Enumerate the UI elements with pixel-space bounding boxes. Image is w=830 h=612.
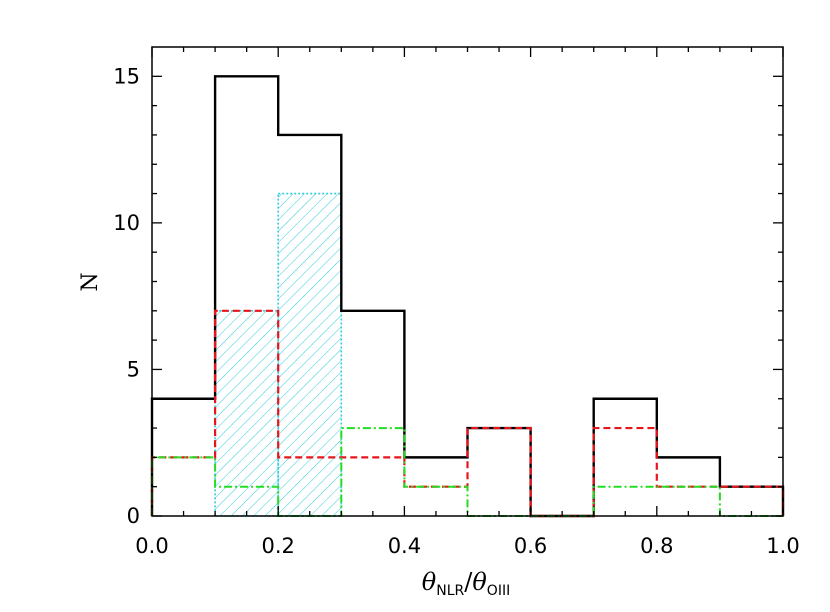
x-tick-label: 0.4 <box>388 534 421 558</box>
x-axis-label: θNLR/θOIII <box>422 568 510 599</box>
tick-layer <box>151 47 784 517</box>
y-tick-label: 5 <box>127 357 140 381</box>
series-layer <box>150 75 785 518</box>
histogram-series-dashed <box>150 309 785 518</box>
y-tick-label: 0 <box>127 504 140 528</box>
y-tick-label: 15 <box>113 64 140 88</box>
y-axis-label: N <box>78 272 103 291</box>
hatched-bin-1 <box>214 310 280 517</box>
hatched-bin-2 <box>277 192 343 517</box>
x-tick-label: 0.2 <box>261 534 294 558</box>
x-axis-label-symbol-2: θ <box>472 568 487 596</box>
x-axis-label-sub-1: NLR <box>436 583 464 599</box>
x-tick-label: 0.8 <box>640 534 673 558</box>
x-axis-label-sub-2: OIII <box>487 583 510 599</box>
x-tick-label: 0.6 <box>514 534 547 558</box>
x-axis-label-symbol-1: θ <box>422 568 437 596</box>
x-tick-label: 0.0 <box>135 534 168 558</box>
y-tick-label: 10 <box>113 211 140 235</box>
x-tick-label: 1.0 <box>766 534 799 558</box>
tick-label-layer: 0.0 0.2 0.4 0.6 0.8 1.0 0 5 10 15 <box>113 64 799 558</box>
x-axis-label-separator: / <box>464 568 473 596</box>
histogram-series-dashdot <box>151 427 783 517</box>
